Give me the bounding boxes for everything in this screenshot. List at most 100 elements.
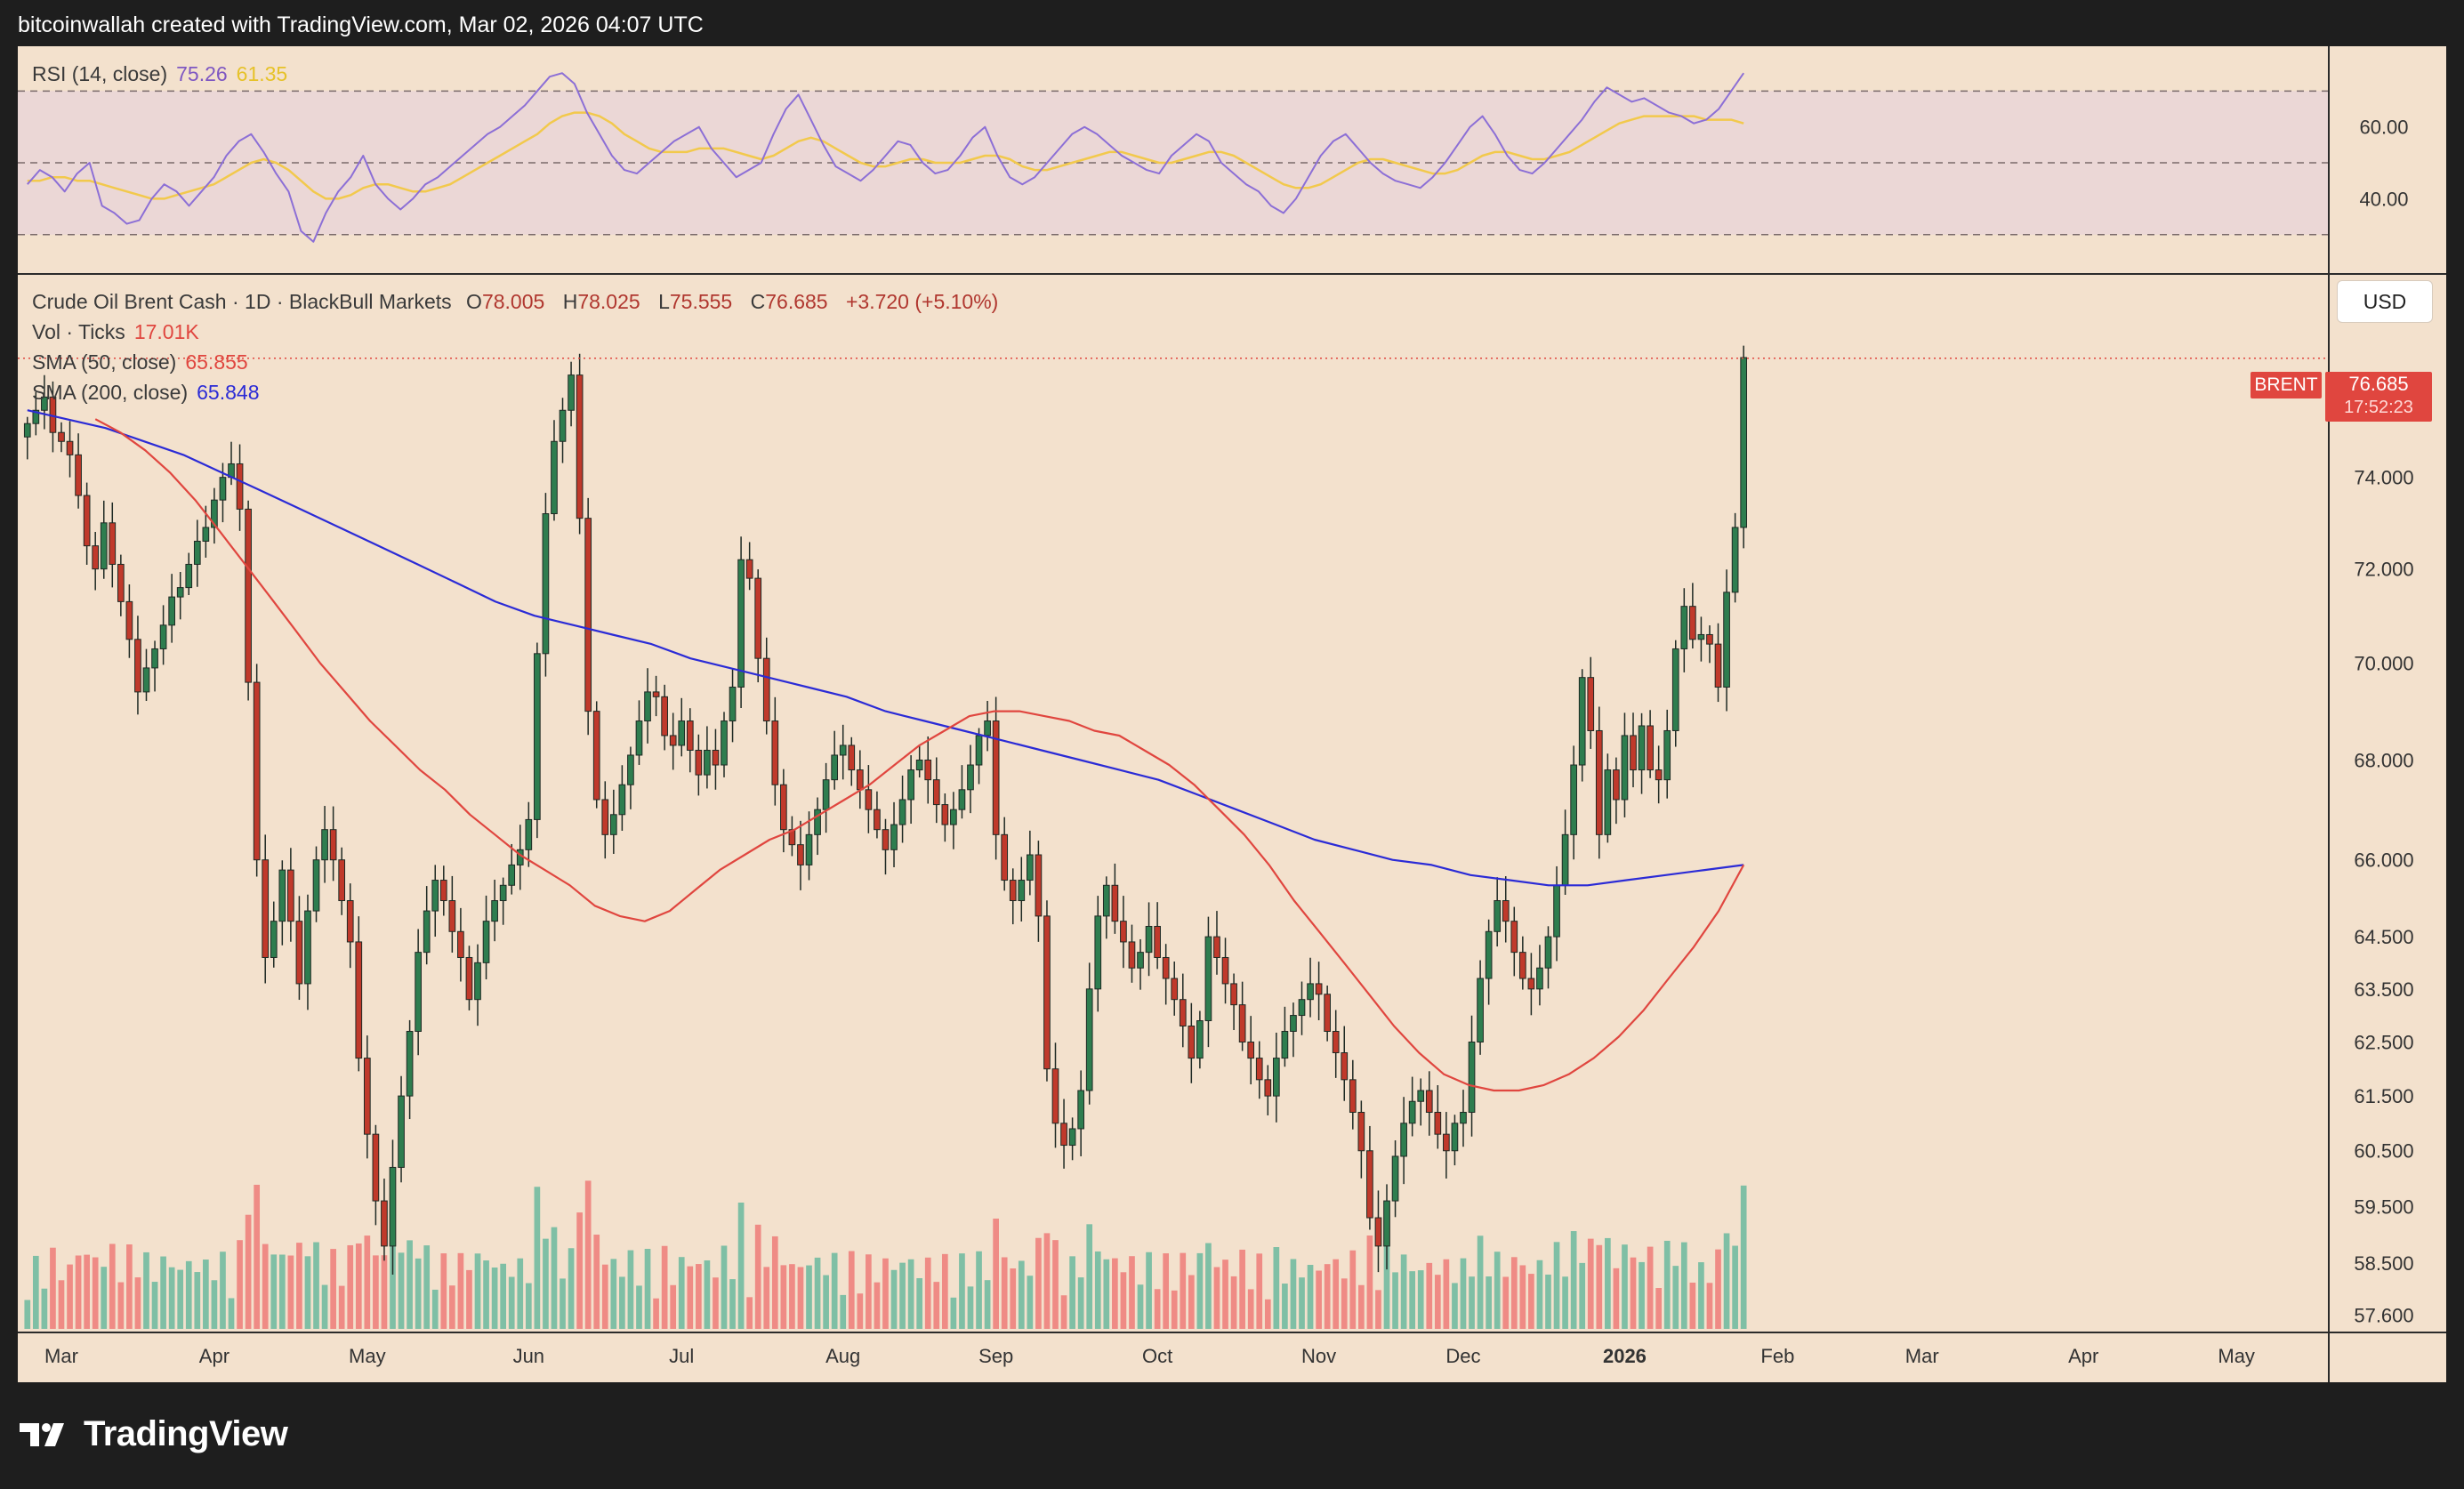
volume-bar: [1570, 1231, 1577, 1329]
volume-bar: [568, 1248, 575, 1329]
candle-body: [915, 759, 923, 771]
sma50-legend-label: SMA (50, close): [32, 350, 177, 374]
candle-body: [1518, 952, 1526, 979]
volume-bar: [670, 1284, 677, 1329]
candle-body: [448, 900, 456, 932]
candle-body: [890, 824, 898, 850]
candle-body: [168, 596, 175, 626]
candle-body: [1018, 880, 1026, 902]
candle-body: [1085, 988, 1093, 1091]
volume-bar: [92, 1257, 99, 1329]
candle-body: [1723, 592, 1730, 688]
volume-bar: [1273, 1247, 1280, 1329]
tradingview-logo[interactable]: TradingView: [20, 1414, 288, 1454]
volume-bar: [466, 1269, 472, 1329]
volume-bar: [58, 1280, 65, 1329]
candle-body: [278, 869, 286, 922]
volume-bar: [653, 1298, 659, 1329]
candle-body: [92, 545, 100, 570]
volume-bar: [1163, 1253, 1170, 1329]
candle-body: [1171, 978, 1179, 1001]
volume-bar: [1222, 1260, 1228, 1329]
volume-bar: [959, 1253, 965, 1329]
volume-bar: [713, 1277, 719, 1329]
price-axis-tick-10: 59.500: [2354, 1195, 2413, 1218]
volume-bar: [1460, 1258, 1467, 1329]
candle-body: [1460, 1112, 1467, 1124]
volume-bar: [1613, 1268, 1620, 1329]
volume-bar: [355, 1243, 362, 1329]
volume-bar: [780, 1265, 787, 1329]
volume-bar: [1094, 1251, 1101, 1329]
volume-bar: [1358, 1284, 1365, 1329]
candle-body: [1570, 764, 1577, 835]
currency-button[interactable]: USD: [2337, 280, 2433, 323]
candle-body: [83, 495, 91, 547]
volume-bar: [1316, 1270, 1322, 1329]
volume-bar: [584, 1180, 592, 1329]
volume-bar: [754, 1224, 761, 1329]
candle-body: [1671, 648, 1679, 731]
candle-body: [1188, 1026, 1196, 1059]
candle-body: [142, 667, 150, 693]
volume-bar: [457, 1252, 464, 1329]
volume-bar: [483, 1260, 489, 1329]
time-axis-tick-6: Sep: [978, 1345, 1013, 1367]
volume-bar: [500, 1263, 507, 1329]
candle-body: [609, 814, 617, 835]
symbol-title[interactable]: Crude Oil Brent Cash · 1D · BlackBull Ma…: [32, 290, 452, 313]
candle-body: [592, 711, 600, 801]
price-axis-tick-6: 63.500: [2354, 978, 2413, 1001]
chart-canvas[interactable]: 60.00 40.00 74.000 72.000 70.000 68.000 66.000…: [18, 46, 2446, 1382]
sma50-line: [94, 418, 1745, 1092]
time-axis-tick-3: Jun: [513, 1345, 544, 1367]
volume-legend: Vol · Ticks 17.01K: [32, 320, 208, 344]
candle-body: [1027, 854, 1034, 881]
candle-body: [1706, 633, 1713, 645]
volume-bar: [415, 1258, 422, 1329]
volume-bar: [1409, 1271, 1416, 1329]
candle-body: [1714, 643, 1722, 688]
symbol-legend[interactable]: Crude Oil Brent Cash · 1D · BlackBull Ma…: [32, 290, 1011, 314]
candle-body: [1536, 967, 1543, 990]
candle-body: [355, 941, 363, 1059]
rsi-ma-line: [27, 111, 1744, 200]
candle-body: [185, 563, 193, 589]
volume-bar: [1299, 1277, 1305, 1329]
volume-bar: [1553, 1242, 1560, 1329]
last-price-tag: 76.685 17:52:23: [2325, 372, 2432, 422]
bar-countdown: 17:52:23: [2344, 398, 2413, 417]
volume-bar: [644, 1249, 651, 1329]
chart-frame[interactable]: 60.00 40.00 74.000 72.000 70.000 68.000 66.000…: [18, 46, 2446, 1382]
candle-body: [618, 784, 626, 816]
candle-body: [559, 409, 567, 442]
volume-bar: [75, 1255, 82, 1329]
volume-bar: [1103, 1259, 1110, 1329]
volume-bar: [1146, 1252, 1152, 1329]
rsi-axis-tick-0: 60.00: [2359, 117, 2408, 139]
candle-body: [1408, 1100, 1416, 1124]
candle-body: [1357, 1112, 1365, 1152]
rsi-line: [27, 72, 1745, 243]
chart-caption: bitcoinwallah created with TradingView.c…: [18, 12, 704, 37]
volume-bar: [823, 1275, 829, 1329]
candle-body: [924, 759, 932, 781]
volume-bar: [746, 1297, 753, 1329]
low-label: L: [658, 290, 670, 313]
candle-body: [58, 431, 65, 442]
volume-bar: [41, 1288, 48, 1329]
volume-bar: [1264, 1299, 1271, 1329]
volume-bar: [899, 1262, 906, 1329]
candle-body: [805, 833, 813, 865]
time-axis-tick-2: May: [349, 1345, 386, 1367]
candle-body: [1587, 677, 1595, 731]
price-axis-tick-11: 58.500: [2354, 1252, 2413, 1275]
candle-body: [1009, 880, 1017, 902]
volume-bar: [976, 1251, 982, 1329]
time-axis-tick-7: Oct: [1142, 1345, 1172, 1367]
candle-body: [644, 691, 651, 722]
candle-body: [967, 764, 974, 791]
candle-body: [363, 1058, 371, 1135]
volume-bar: [1188, 1275, 1195, 1329]
volume-bar: [890, 1269, 898, 1329]
